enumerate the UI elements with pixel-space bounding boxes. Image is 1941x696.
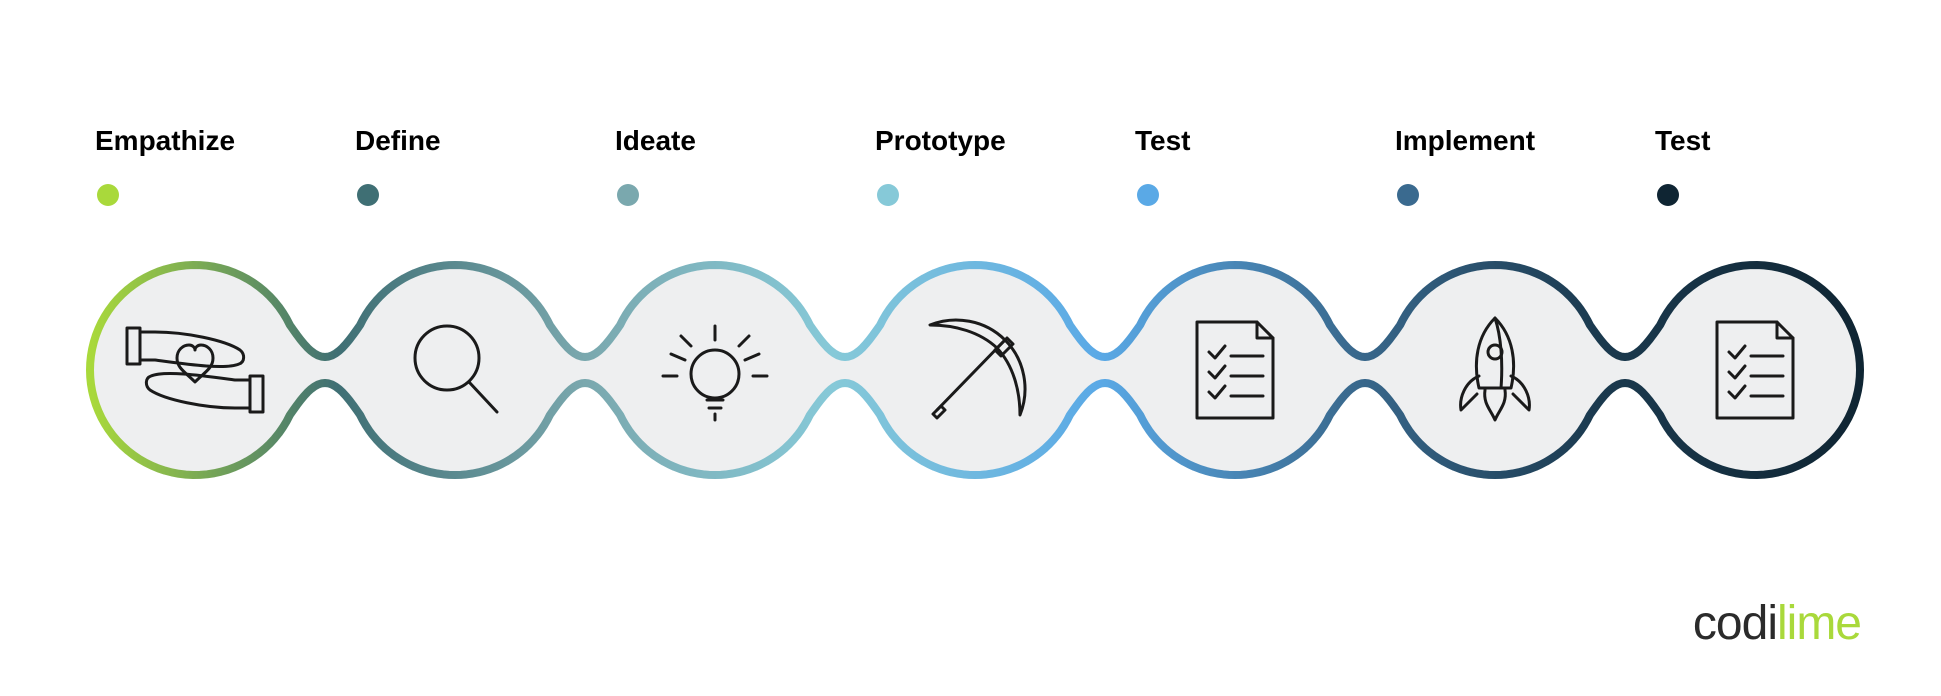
stage-dot-2 xyxy=(617,184,639,206)
stage-label-0: Empathize xyxy=(95,125,235,157)
stage-dot-6 xyxy=(1657,184,1679,206)
stage-label-3: Prototype xyxy=(875,125,1006,157)
stage-label-5: Implement xyxy=(1395,125,1535,157)
stage-label-4: Test xyxy=(1135,125,1191,157)
stage-label-2: Ideate xyxy=(615,125,696,157)
process-diagram xyxy=(0,0,1941,696)
stage-dot-3 xyxy=(877,184,899,206)
stage-dot-0 xyxy=(97,184,119,206)
logo-part-codi: codi xyxy=(1693,597,1777,650)
stage-dot-4 xyxy=(1137,184,1159,206)
logo-part-lime: lime xyxy=(1777,597,1861,650)
stage-label-6: Test xyxy=(1655,125,1711,157)
stage-dot-5 xyxy=(1397,184,1419,206)
brand-logo: codilime xyxy=(1693,596,1861,651)
stage-dot-1 xyxy=(357,184,379,206)
stage-label-1: Define xyxy=(355,125,441,157)
